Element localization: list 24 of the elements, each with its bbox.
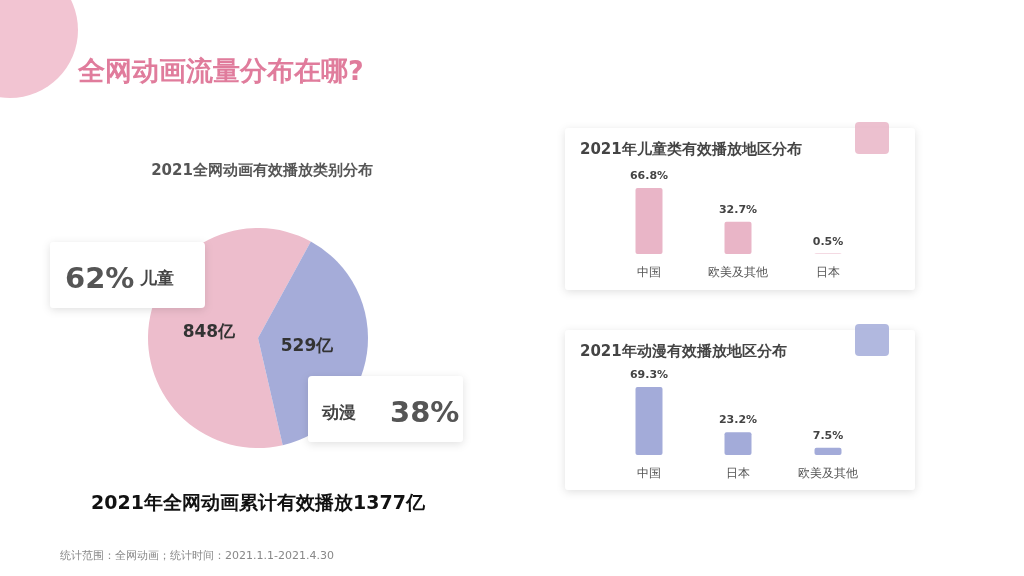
text: 62% (65, 261, 135, 295)
x-tick-label: 中国 (637, 265, 661, 279)
data-label: 0.5% (812, 234, 844, 248)
x-tick-label: 欧美及其他 (798, 466, 858, 480)
data-label: 7.5% (812, 428, 844, 442)
text: 38% (390, 395, 460, 429)
chart-title: 2021年动漫有效播放地区分布 (580, 342, 787, 360)
text: 全网动画流量分布在哪? (77, 55, 364, 86)
data-label: 66.8% (629, 169, 669, 182)
chart-title: 2021年儿童类有效播放地区分布 (580, 140, 802, 158)
slice-label: 动漫 (321, 402, 356, 422)
data-label: 69.3% (629, 368, 669, 381)
text: 2021年全网动画累计有效播放1377亿 (91, 491, 426, 513)
x-tick-label: 日本 (726, 466, 750, 480)
data-label: 32.7% (718, 202, 758, 216)
data-label: 848亿 (182, 321, 237, 342)
data-label: 529亿 (280, 334, 335, 355)
text: 统计范围：全网动画；统计时间：2021.1.1-2021.4.30 (60, 549, 334, 562)
data-label: 23.2% (718, 413, 758, 427)
chart-title: 2021全网动画有效播放类别分布 (151, 161, 373, 179)
x-tick-label: 日本 (816, 265, 840, 279)
x-tick-label: 欧美及其他 (708, 265, 768, 279)
x-tick-label: 中国 (637, 466, 661, 480)
slice-label: 儿童 (139, 268, 174, 288)
